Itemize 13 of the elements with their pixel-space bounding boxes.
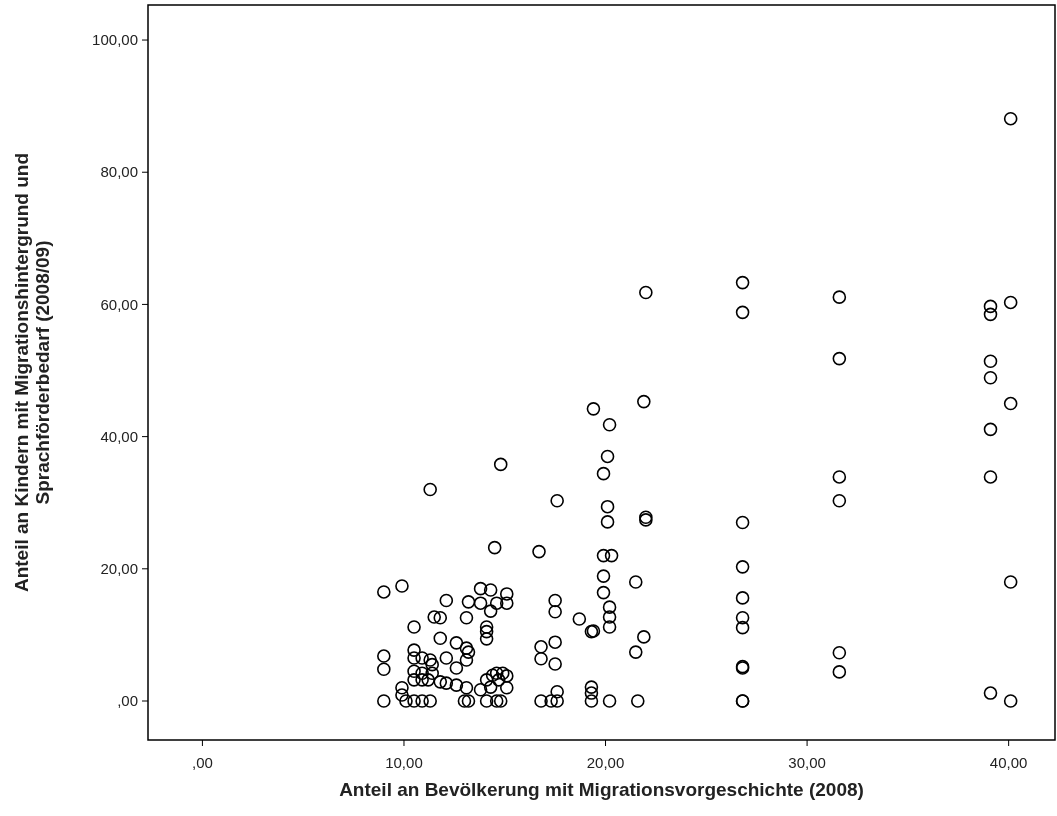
x-tick-label: 10,00: [385, 754, 423, 771]
x-tick-label: 30,00: [788, 754, 826, 771]
x-tick-label: ,00: [191, 754, 213, 771]
y-tick-label: ,00: [117, 692, 138, 710]
x-axis-title: Anteil an Bevölkerung mit Migrationsvorgeschichte (2008): [339, 779, 864, 800]
x-tick-label: 20,00: [586, 754, 625, 771]
y-axis-title: Anteil an Kindern mit Migrationshintergrund und Sprachförderbedarf (2008/09): [11, 152, 53, 593]
x-tick-label: 40,00: [989, 754, 1028, 771]
y-tick-label: 20,00: [100, 560, 138, 578]
y-tick-label: 60,00: [100, 295, 138, 313]
y-tick-label: 40,00: [100, 427, 138, 445]
y-tick-label: 80,00: [100, 163, 138, 181]
y-tick-label: 100,00: [92, 31, 138, 49]
